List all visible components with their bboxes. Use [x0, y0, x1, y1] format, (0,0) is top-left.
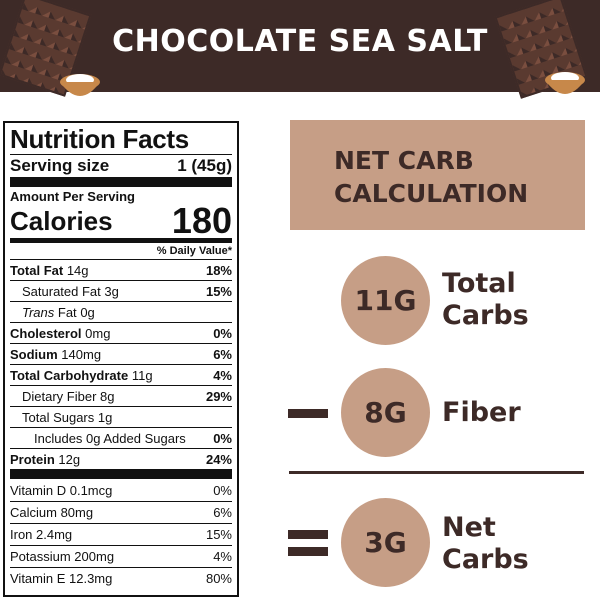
nutrient-row-cholesterol: Cholesterol 0mg 0%: [10, 322, 232, 343]
sum-divider: [289, 471, 584, 474]
vitamin-row: Vitamin E 12.3mg 80%: [10, 567, 232, 589]
fiber-label: Fiber: [442, 397, 521, 428]
calories-row: Calories 180: [10, 200, 232, 241]
nutrient-row-added-sugars: Includes 0g Added Sugars 0%: [10, 427, 232, 448]
serving-value: 1 (45g): [177, 156, 232, 175]
serving-size: Serving size 1 (45g): [10, 154, 232, 177]
minus-sign: [288, 409, 328, 418]
nutrition-title: Nutrition Facts: [10, 124, 189, 154]
nutrient-row-total-fat: Total Fat 14g 18%: [10, 259, 232, 280]
vitamin-row: Iron 2.4mg 15%: [10, 523, 232, 545]
nutrient-row-dietary-fiber: Dietary Fiber 8g 29%: [10, 385, 232, 406]
nutrition-facts-panel: Nutrition Facts Serving size 1 (45g) Amo…: [3, 121, 239, 597]
nutrient-row-total-carbohydrate: Total Carbohydrate 11g 4%: [10, 364, 232, 385]
net-carbs-label: Net Carbs: [442, 512, 529, 575]
divider-medium: [10, 238, 232, 243]
net-carb-title: NET CARB CALCULATION: [334, 146, 529, 208]
vitamin-row: Potassium 200mg 4%: [10, 545, 232, 567]
vitamin-row: Calcium 80mg 6%: [10, 501, 232, 523]
nutrient-row-saturated-fat: Saturated Fat 3g 15%: [10, 280, 232, 301]
product-title: CHOCOLATE SEA SALT: [112, 24, 488, 59]
daily-value-header: % Daily Value*: [156, 245, 232, 257]
serving-label: Serving size: [10, 156, 110, 175]
net-carbs-circle: 3G: [341, 498, 430, 587]
equals-sign: [288, 530, 328, 556]
net-carb-title-box: NET CARB CALCULATION: [290, 120, 585, 230]
fiber-circle: 8G: [341, 368, 430, 457]
header-band: CHOCOLATE SEA SALT: [0, 0, 600, 99]
nutrient-row-total-sugars: Total Sugars 1g: [10, 406, 232, 427]
salt-bowl-icon: [545, 72, 585, 94]
total-carbs-label: Total Carbs: [442, 268, 529, 331]
amount-per-serving: Amount Per Serving: [10, 189, 135, 204]
nutrient-row-sodium: Sodium 140mg 6%: [10, 343, 232, 364]
calories-value: 180: [171, 200, 232, 241]
divider-thick: [10, 469, 232, 479]
nutrient-row-protein: Protein 12g 24%: [10, 448, 232, 469]
calories-label: Calories: [10, 206, 113, 236]
divider-thick: [10, 177, 232, 187]
nutrient-row-trans-fat: Trans Fat 0g: [10, 301, 232, 322]
total-carbs-circle: 11G: [341, 256, 430, 345]
vitamin-row: Vitamin D 0.1mcg 0%: [10, 482, 232, 498]
salt-bowl-icon: [60, 74, 100, 96]
